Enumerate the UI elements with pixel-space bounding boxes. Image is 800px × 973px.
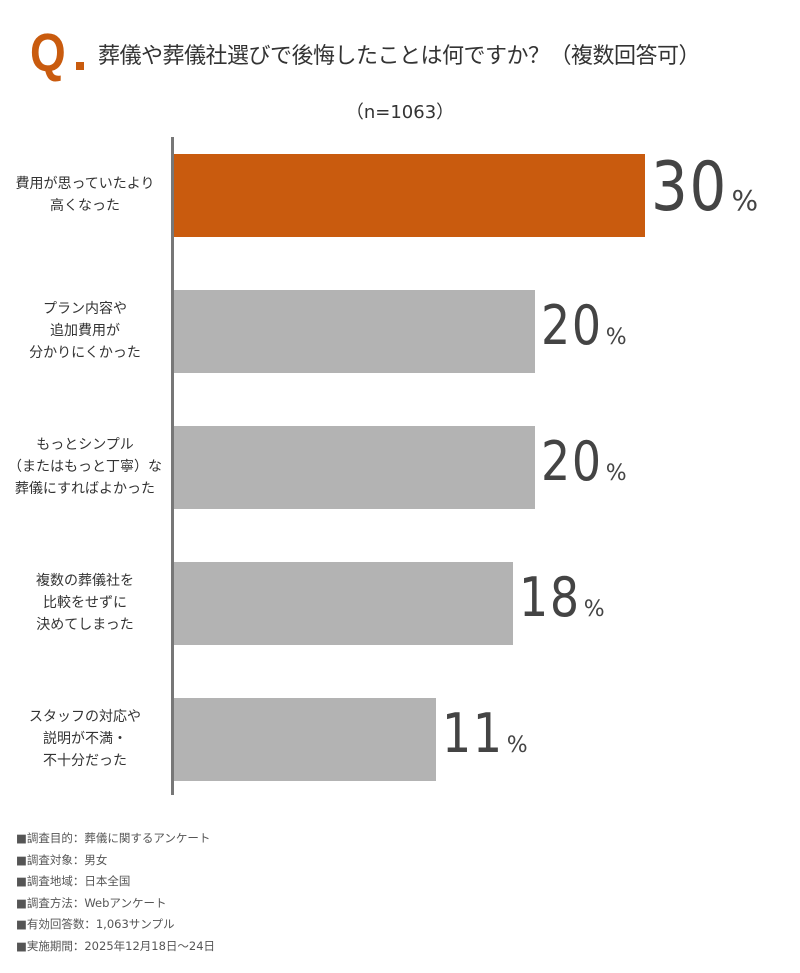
chart-title: 葬儀や葬儀社選びで後悔したことは何ですか？（複数回答可）: [98, 44, 701, 69]
y-axis-line: [171, 137, 174, 795]
bar: [174, 290, 535, 373]
data-label: 20%: [541, 430, 627, 493]
q-mark: Q: [30, 23, 66, 83]
survey-notes: ■調査目的：葬儀に関するアンケート ■調査対象：男女 ■調査地域：日本全国 ■調…: [16, 828, 215, 957]
bar: [174, 562, 513, 645]
data-label: 11%: [442, 702, 528, 765]
note-method: ■調査方法：Webアンケート: [16, 895, 167, 910]
q-dot: [76, 62, 84, 70]
category-label: 費用が思っていたより 高くなった: [15, 176, 155, 214]
category-label: もっとシンプル （またはもっと丁寧）な 葬儀にすればよかった: [8, 437, 162, 497]
note-target: ■調査対象：男女: [16, 852, 108, 867]
note-region: ■調査地域：日本全国: [16, 874, 131, 888]
data-label: 30%: [651, 148, 759, 227]
category-label: プラン内容や 追加費用が 分かりにくかった: [29, 301, 141, 361]
bar: [174, 154, 645, 237]
note-period: ■実施期間：2025年12月18日～24日: [16, 938, 216, 953]
sample-size: （n=1063）: [345, 102, 455, 123]
data-label: 18%: [519, 566, 605, 629]
category-label: 複数の葬儀社を 比較をせずに 決めてしまった: [36, 573, 134, 633]
category-label: スタッフの対応や 説明が不満・ 不十分だった: [29, 709, 141, 769]
bar: [174, 698, 436, 781]
note-purpose: ■調査目的：葬儀に関するアンケート: [16, 831, 211, 845]
bar: [174, 426, 535, 509]
data-label: 20%: [541, 294, 627, 357]
note-responses: ■有効回答数：1,063サンプル: [16, 917, 175, 931]
